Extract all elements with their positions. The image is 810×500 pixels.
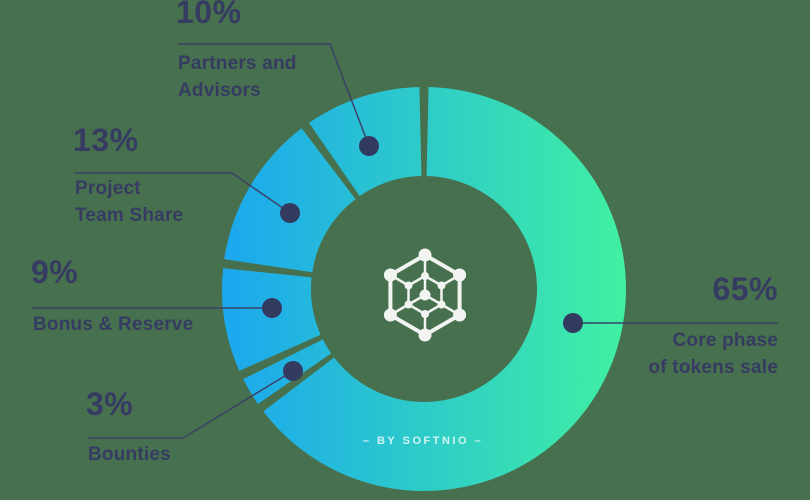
callout-dot-partners bbox=[359, 136, 379, 156]
donut-segment-bonus-reserve bbox=[222, 268, 321, 371]
label-core-pct: 65% bbox=[712, 271, 778, 307]
label-bonus-caption: Bonus & Reserve bbox=[33, 312, 193, 339]
label-core-caption: Core phase of tokens sale bbox=[648, 328, 778, 382]
label-core-line1: Core phase bbox=[672, 330, 778, 351]
label-team-line2: Team Share bbox=[75, 204, 184, 226]
label-partners-pct: 10% bbox=[176, 0, 242, 30]
label-core-line2: of tokens sale bbox=[648, 356, 778, 378]
label-team-line1: Project bbox=[75, 178, 141, 199]
callout-dot-bounties bbox=[283, 361, 303, 381]
label-bounties-line1: Bounties bbox=[88, 444, 171, 465]
softnio-watermark: – BY SOFTNIO – bbox=[362, 435, 484, 447]
label-partners-line1: Partners and bbox=[178, 53, 297, 74]
label-bounties-caption: Bounties bbox=[88, 442, 171, 469]
label-team-caption: Project Team Share bbox=[75, 176, 183, 230]
label-bonus-line1: Bonus & Reserve bbox=[33, 314, 194, 335]
donut-segment-project-team-share bbox=[224, 128, 356, 273]
callout-dot-bonus bbox=[262, 298, 282, 318]
label-bounties-pct: 3% bbox=[86, 386, 134, 422]
callout-dot-core bbox=[563, 313, 583, 333]
label-partners-caption: Partners and Advisors bbox=[178, 51, 297, 105]
label-team-pct: 13% bbox=[73, 122, 139, 158]
callout-line-team bbox=[75, 172, 291, 214]
callout-line-bounties bbox=[88, 370, 294, 439]
callout-dot-team bbox=[280, 203, 300, 223]
donut-segment-core-phase-of-tokens-sale bbox=[263, 87, 626, 491]
callout-line-partners bbox=[178, 43, 370, 147]
label-partners-line2: Advisors bbox=[178, 79, 261, 101]
label-bonus-pct: 9% bbox=[31, 254, 79, 290]
token-hex-network-icon bbox=[383, 248, 467, 342]
